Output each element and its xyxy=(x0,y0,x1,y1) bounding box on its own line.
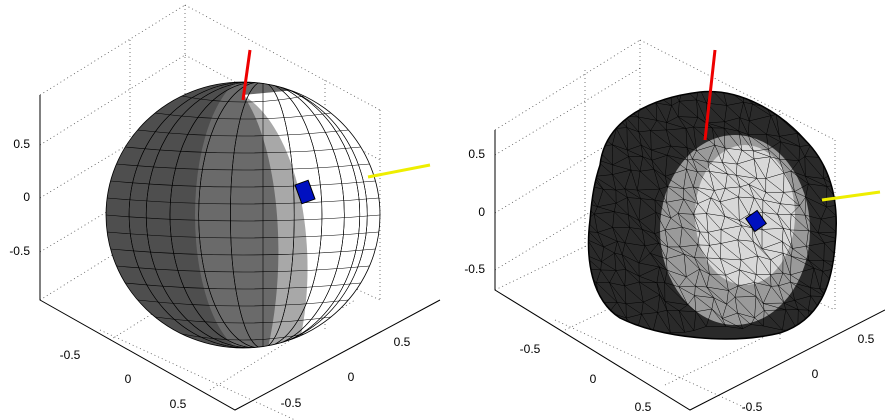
y-tick-label: 0.5 xyxy=(858,332,875,346)
y-tick-label: 0 xyxy=(812,367,819,381)
y-tick-label: -0.5 xyxy=(281,396,302,410)
figure: 0.5 0 -0.5 -0.5 0 0.5 0.5 0 -0.5 0.5 0 -0.5 -0.5 0 0.5… xyxy=(0,0,885,420)
y-tick-label: 0 xyxy=(348,370,355,384)
z-tick-label: 0.5 xyxy=(468,147,485,161)
z-tick-label: 0.5 xyxy=(13,137,30,151)
y-tick-label: 0.5 xyxy=(394,335,411,349)
z-tick-label: -0.5 xyxy=(9,244,30,258)
x-tick-label: -0.5 xyxy=(60,348,81,362)
x-tick-label: 0.5 xyxy=(170,397,187,411)
z-tick-label: 0 xyxy=(478,205,485,219)
y-tick-label: -0.5 xyxy=(742,400,763,414)
x-tick-label: -0.5 xyxy=(520,342,541,356)
sphere xyxy=(100,75,400,355)
z-tick-label: -0.5 xyxy=(464,262,485,276)
z-tick-label: 0 xyxy=(23,190,30,204)
x-tick-label: 0 xyxy=(125,372,132,386)
asteroid xyxy=(581,86,842,339)
x-arrow xyxy=(368,165,430,177)
x-tick-label: 0 xyxy=(590,372,597,386)
x-tick-label: 0.5 xyxy=(635,400,652,414)
